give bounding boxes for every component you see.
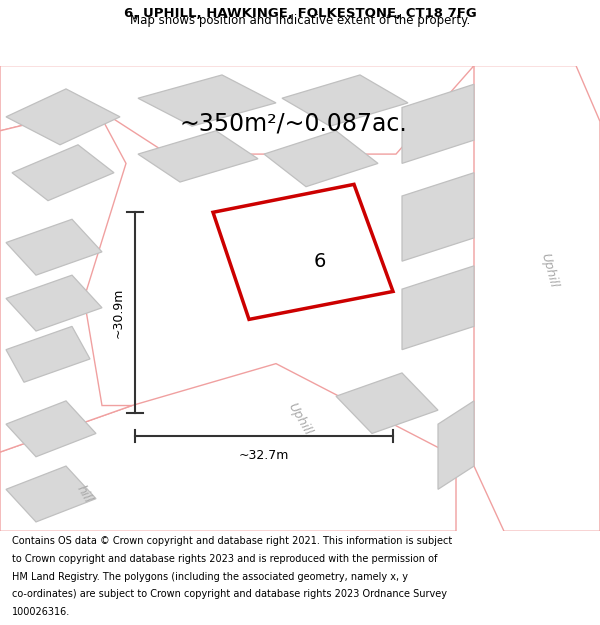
Text: co-ordinates) are subject to Crown copyright and database rights 2023 Ordnance S: co-ordinates) are subject to Crown copyr… <box>12 589 447 599</box>
Polygon shape <box>264 131 378 187</box>
Polygon shape <box>138 131 258 182</box>
Polygon shape <box>336 373 438 434</box>
Text: 6: 6 <box>314 252 326 271</box>
Text: Contains OS data © Crown copyright and database right 2021. This information is : Contains OS data © Crown copyright and d… <box>12 536 452 546</box>
Polygon shape <box>0 66 474 154</box>
Text: to Crown copyright and database rights 2023 and is reproduced with the permissio: to Crown copyright and database rights 2… <box>12 554 437 564</box>
Polygon shape <box>474 66 600 531</box>
Polygon shape <box>6 275 102 331</box>
Polygon shape <box>402 266 474 349</box>
Text: HM Land Registry. The polygons (including the associated geometry, namely x, y: HM Land Registry. The polygons (includin… <box>12 571 408 581</box>
Text: hill: hill <box>74 482 94 505</box>
Polygon shape <box>6 89 120 145</box>
Text: Uphill: Uphill <box>538 252 560 289</box>
Polygon shape <box>0 364 456 531</box>
Polygon shape <box>12 145 114 201</box>
Polygon shape <box>6 326 90 382</box>
Polygon shape <box>282 75 408 126</box>
Polygon shape <box>6 466 96 522</box>
Text: ~30.9m: ~30.9m <box>112 288 125 338</box>
Polygon shape <box>138 75 276 126</box>
Polygon shape <box>213 184 393 319</box>
Polygon shape <box>402 173 474 261</box>
Polygon shape <box>6 219 102 275</box>
Text: ~350m²/~0.087ac.: ~350m²/~0.087ac. <box>180 112 408 136</box>
Text: ~32.7m: ~32.7m <box>239 449 289 462</box>
Polygon shape <box>438 401 474 489</box>
Text: 6, UPHILL, HAWKINGE, FOLKESTONE, CT18 7FG: 6, UPHILL, HAWKINGE, FOLKESTONE, CT18 7F… <box>124 7 476 20</box>
Polygon shape <box>6 401 96 457</box>
Text: Map shows position and indicative extent of the property.: Map shows position and indicative extent… <box>130 14 470 27</box>
Text: Uphill: Uphill <box>286 401 314 438</box>
Text: 100026316.: 100026316. <box>12 608 70 618</box>
Polygon shape <box>402 84 474 163</box>
Polygon shape <box>0 107 132 452</box>
